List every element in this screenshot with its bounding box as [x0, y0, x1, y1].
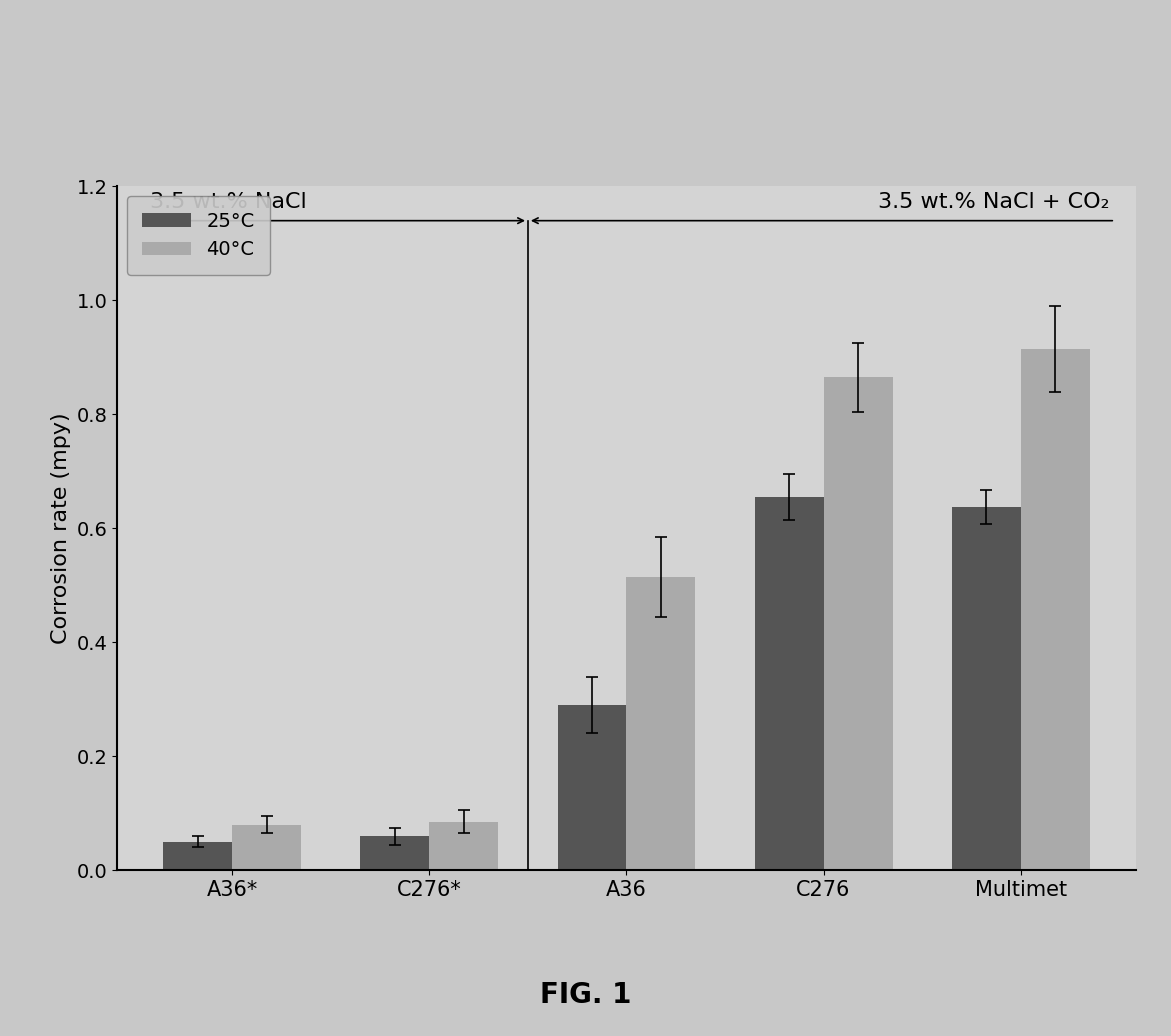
Bar	[557, 704, 626, 870]
Bar	[1021, 349, 1089, 870]
Text: 3.5 wt.% NaCl + CO₂: 3.5 wt.% NaCl + CO₂	[878, 192, 1109, 212]
Bar	[952, 507, 1021, 870]
Bar	[361, 836, 430, 870]
Y-axis label: Corrosion rate (mpy): Corrosion rate (mpy)	[50, 412, 70, 644]
Bar	[626, 577, 696, 870]
Bar	[430, 822, 499, 870]
Bar	[754, 497, 823, 870]
Text: 3.5 wt.% NaCl: 3.5 wt.% NaCl	[150, 192, 307, 212]
Legend: 25°C, 40°C: 25°C, 40°C	[126, 196, 271, 275]
Text: FIG. 1: FIG. 1	[540, 980, 631, 1009]
Bar	[232, 825, 301, 870]
Bar	[164, 841, 232, 870]
Bar	[823, 377, 892, 870]
